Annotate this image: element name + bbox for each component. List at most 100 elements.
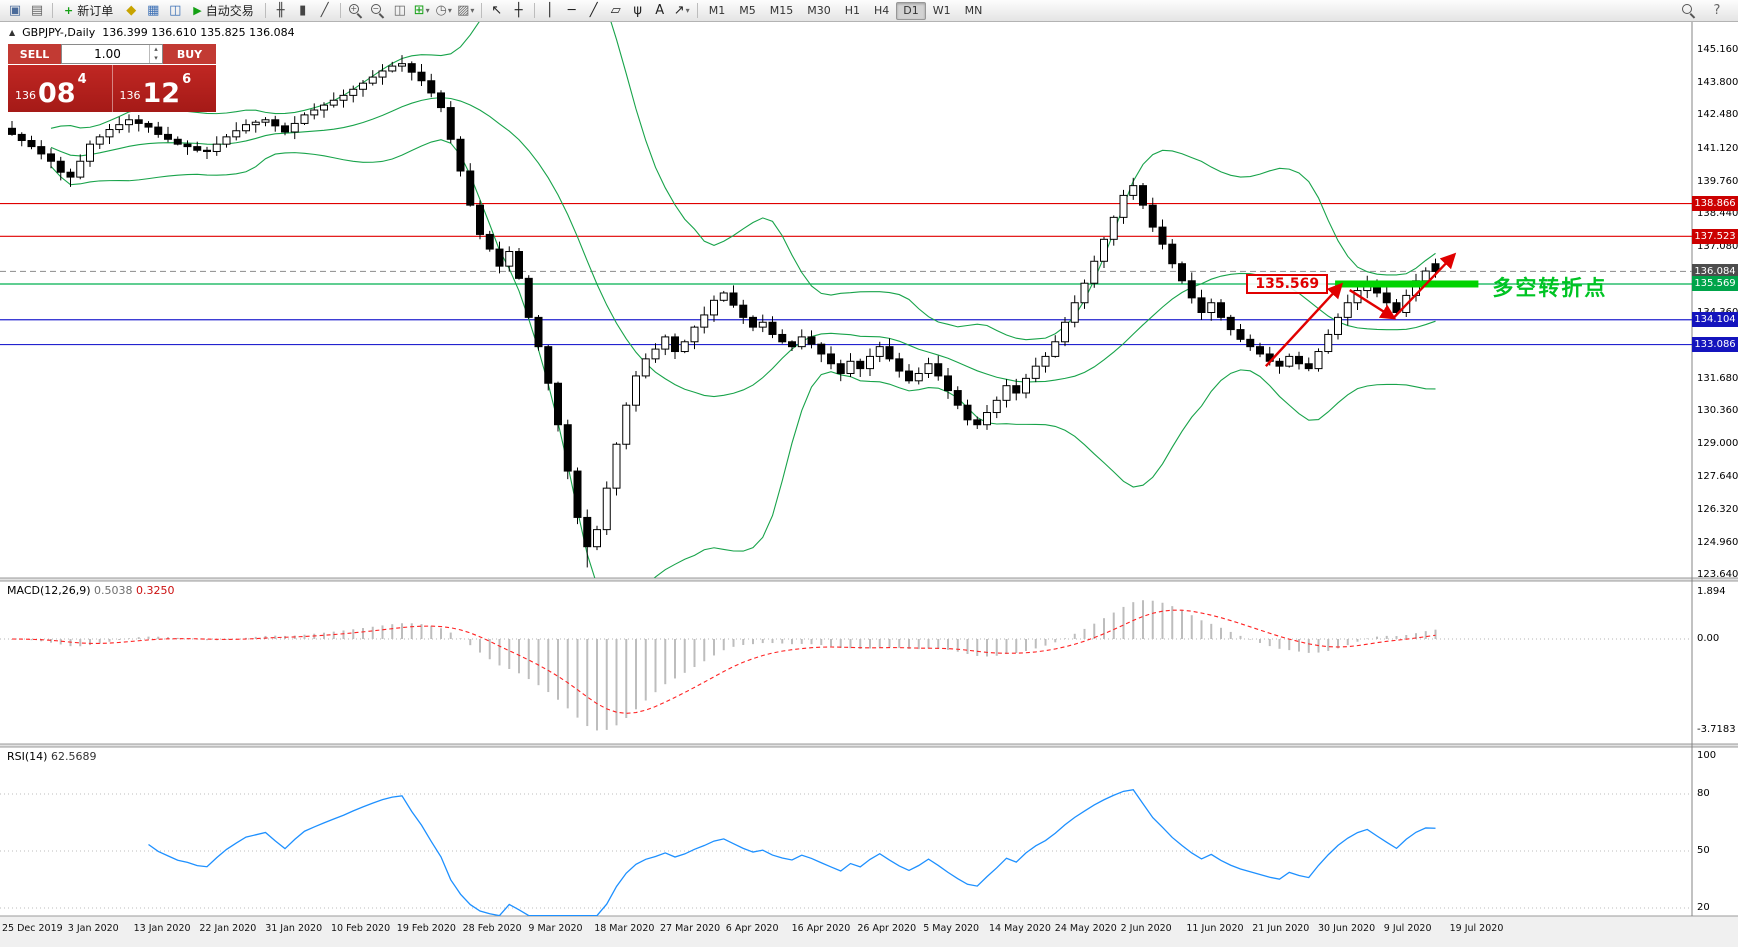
periods-icon[interactable]: ◷ ▾ (435, 3, 452, 18)
horizontal-line-icon[interactable]: ─ (567, 3, 576, 18)
toolbar: ▣ ▤ + 新订单 ◆ ▦ ◫ ▶ 自动交易 ╫ ▮ ╱ + − ◫ ⊞ ▾ ◷ ▾ ▨ ▾ ↖ ┼ │ ─ ╱ ▱ ψ A ↗ ▾ M1 M5… (0, 0, 1738, 22)
date-axis-label: 19 Feb 2020 (396, 923, 456, 934)
timeframe-button-d1[interactable]: D1 (896, 1, 926, 20)
tile-windows-icon[interactable]: ◫ (393, 3, 406, 18)
templates-icon[interactable]: ▨ ▾ (457, 3, 475, 18)
indicators-icon[interactable]: ⊞ ▾ (413, 3, 430, 18)
toolbar-separator (480, 3, 482, 18)
timeframe-button-mn[interactable]: MN (964, 4, 983, 17)
turning-point-zone-bar[interactable] (1335, 280, 1479, 288)
date-axis-label: 11 Jun 2020 (1186, 923, 1244, 934)
data-window-icon[interactable]: ◫ (169, 3, 182, 18)
date-axis-label: 31 Jan 2020 (265, 923, 323, 934)
date-axis-label: 16 Apr 2020 (791, 923, 851, 934)
zoom-in-icon[interactable]: + (345, 1, 367, 21)
price-axis-box-138.866: 138.866 (1692, 196, 1738, 212)
price-axis-tick: 139.760 (1697, 175, 1738, 187)
turning-point-annotation[interactable]: 多空转折点 (1492, 275, 1608, 300)
sell-price-panel[interactable]: 136 08 4 (8, 65, 113, 112)
profiles-icon[interactable]: ▤ (30, 3, 44, 18)
date-axis-label: 22 Jan 2020 (199, 923, 257, 934)
trendline-icon[interactable]: ╱ (589, 3, 598, 18)
candlestick-chart-icon[interactable]: ▮ (299, 3, 307, 18)
price-axis-tick: 131.680 (1697, 372, 1738, 384)
new-chart-icon[interactable]: ▣ (8, 3, 22, 18)
vertical-line-icon[interactable]: │ (545, 3, 554, 18)
date-axis-label: 21 Jun 2020 (1252, 923, 1310, 934)
market-watch-icon[interactable]: ▦ (147, 3, 160, 18)
channel-icon[interactable]: ▱ (610, 3, 621, 18)
volume-up-icon[interactable]: ▴ (154, 45, 158, 53)
timeframe-button-m5[interactable]: M5 (739, 4, 756, 17)
date-axis-label: 6 Apr 2020 (725, 923, 779, 934)
zoom-out-icon[interactable]: − (367, 1, 389, 21)
crosshair-icon[interactable]: ┼ (514, 3, 523, 18)
trend-arrows[interactable] (1264, 252, 1457, 367)
price-axis-tick: 126.320 (1697, 503, 1738, 515)
trend-arrow-2[interactable] (1349, 289, 1397, 320)
price-callout[interactable]: 135.569 (1246, 273, 1329, 294)
chart-symbol-period: GBPJPY-,Daily (22, 26, 96, 39)
autotrading-button[interactable]: ▶ 自动交易 (186, 1, 260, 21)
toolbar-separator (533, 3, 535, 18)
volume-spinner[interactable]: ▴ ▾ (149, 45, 162, 63)
trend-arrow-3[interactable] (1392, 252, 1457, 319)
timeframe-button-h4[interactable]: H4 (874, 4, 890, 17)
macd-name: MACD(12,26,9) (7, 584, 91, 597)
date-axis-label: 14 May 2020 (989, 923, 1051, 934)
pitchfork-icon[interactable]: ψ (633, 3, 642, 18)
horizontal-level-lines[interactable] (0, 202, 1692, 346)
search-icon[interactable] (1678, 1, 1700, 21)
cursor-icon[interactable]: ↖ (491, 3, 503, 18)
panel-splitter[interactable] (0, 578, 1738, 581)
timeframe-button-h1[interactable]: H1 (844, 4, 860, 17)
arrows-tool-icon[interactable]: ↗ ▾ (673, 3, 690, 18)
date-axis-label: 18 Mar 2020 (594, 923, 655, 934)
date-axis-label: 5 May 2020 (923, 923, 980, 934)
bar-chart-icon[interactable]: ╫ (276, 3, 285, 18)
new-order-button-icon: + (64, 4, 74, 17)
chart-title: ▲ GBPJPY-,Daily 136.399 136.610 135.825 … (9, 26, 295, 39)
date-axis-strip (0, 916, 1738, 947)
panel-splitter[interactable] (0, 744, 1738, 747)
toolbar-separator (339, 3, 341, 18)
date-axis-label: 30 Jun 2020 (1318, 923, 1376, 934)
line-chart-icon[interactable]: ╱ (320, 3, 329, 18)
chart-ohlc-values: 136.399 136.610 135.825 136.084 (102, 26, 295, 39)
autotrading-button-label: 自动交易 (205, 4, 254, 18)
price-axis-tick: 143.800 (1697, 77, 1738, 89)
sell-button[interactable]: SELL (8, 44, 61, 64)
timeframe-button-m15[interactable]: M15 (769, 4, 794, 17)
metaeditor-icon[interactable]: ◆ (126, 3, 137, 18)
one-click-collapse-icon[interactable]: ▲ (9, 28, 16, 37)
timeframe-button-w1[interactable]: W1 (932, 4, 951, 17)
date-axis-label: 9 Jul 2020 (1383, 923, 1432, 934)
help-icon[interactable]: ? (1713, 3, 1721, 18)
new-order-button[interactable]: + 新订单 (57, 1, 120, 21)
date-axis-label: 9 Mar 2020 (528, 923, 583, 934)
toolbar-separator (696, 3, 698, 18)
bid-price-prefix: 136 (15, 89, 36, 102)
buy-button[interactable]: BUY (163, 44, 216, 64)
rsi-axis-tick: 100 (1697, 750, 1717, 761)
toolbar-right-group: ? (1678, 1, 1734, 21)
rsi-indicator-label: RSI(14) 62.5689 (7, 750, 96, 763)
autotrading-button-icon: ▶ (193, 4, 202, 17)
text-tool-icon[interactable]: A (655, 3, 665, 18)
date-axis-label: 10 Feb 2020 (331, 923, 391, 934)
trend-arrow-1[interactable] (1264, 282, 1344, 367)
ask-price-prefix: 136 (119, 89, 141, 102)
date-axis-label: 13 Jan 2020 (133, 923, 191, 934)
timeframe-button-m1[interactable]: M1 (708, 4, 726, 17)
price-axis-tick: 127.640 (1697, 471, 1738, 483)
volume-down-icon[interactable]: ▾ (154, 54, 158, 62)
volume-input[interactable]: 1.00 ▴ ▾ (61, 44, 163, 64)
timeframe-button-m30[interactable]: M30 (807, 4, 831, 17)
volume-value: 1.00 (94, 47, 121, 61)
date-axis-label: 19 Jul 2020 (1449, 923, 1504, 934)
macd-axis-tick: 1.894 (1697, 586, 1726, 598)
price-axis-tick: 141.120 (1697, 142, 1738, 154)
buy-price-panel[interactable]: 136 12 6 (113, 65, 217, 112)
